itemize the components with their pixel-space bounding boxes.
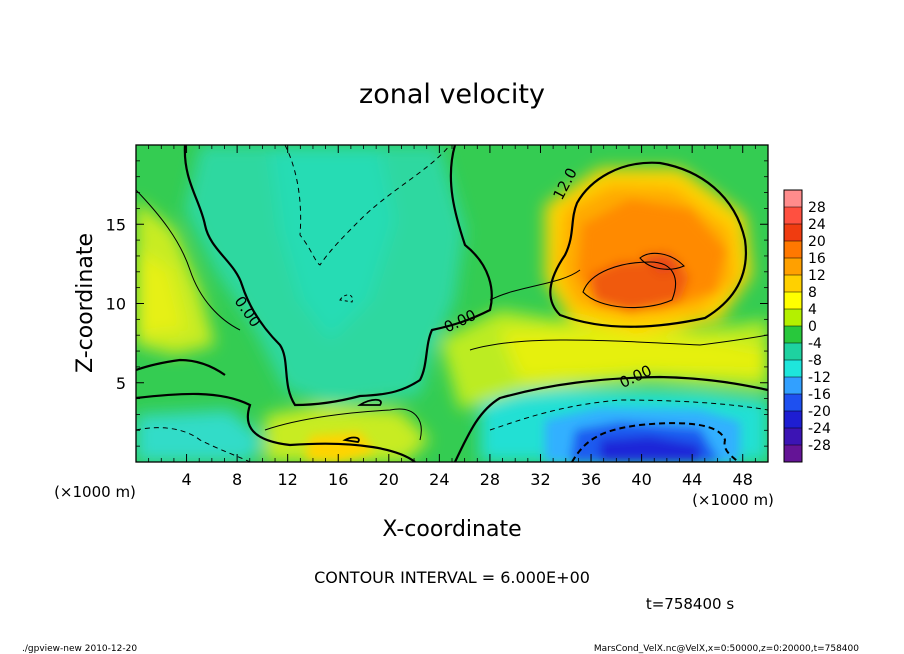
colorbar-segment bbox=[784, 275, 802, 293]
footer-left-text: ./gpview-new 2010-12-20 bbox=[22, 644, 137, 654]
colorbar-label: -28 bbox=[808, 438, 831, 454]
colorbar-label: -12 bbox=[808, 370, 831, 386]
colorbar-label: -16 bbox=[808, 387, 831, 403]
y-tick-label: 15 bbox=[106, 215, 126, 234]
colorbar-segment bbox=[784, 292, 802, 310]
colorbar-label: -8 bbox=[808, 353, 822, 369]
colorbar-label: -20 bbox=[808, 404, 831, 420]
colorbar-label: -24 bbox=[808, 421, 831, 437]
colorbar-segment bbox=[784, 190, 802, 208]
contour-interval-text: CONTOUR INTERVAL = 6.000E+00 bbox=[314, 568, 590, 587]
x-tick-label: 8 bbox=[232, 470, 242, 489]
colorbar-segment bbox=[784, 428, 802, 446]
colorbar-segment bbox=[784, 326, 802, 344]
colorbar-label: 24 bbox=[808, 217, 826, 233]
x-tick-label: 40 bbox=[631, 470, 651, 489]
x-tick-label: 32 bbox=[530, 470, 550, 489]
colorbar-label: 28 bbox=[808, 200, 826, 216]
x-tick-label: 36 bbox=[581, 470, 601, 489]
colorbar-segment bbox=[784, 207, 802, 225]
time-stamp-text: t=758400 s bbox=[646, 595, 734, 613]
x-tick-label: 20 bbox=[379, 470, 399, 489]
x-unit-label: (×1000 m) bbox=[692, 491, 774, 509]
y-unit-label: (×1000 m) bbox=[54, 483, 136, 501]
y-axis-label: Z-coordinate bbox=[73, 233, 98, 373]
colorbar-segment bbox=[784, 411, 802, 429]
colorbar-label: 16 bbox=[808, 251, 826, 267]
x-tick-label: 24 bbox=[429, 470, 449, 489]
colorbar-segment bbox=[784, 343, 802, 361]
colorbar-segment bbox=[784, 258, 802, 276]
x-tick-label: 28 bbox=[480, 470, 500, 489]
colorbar-label: 12 bbox=[808, 268, 826, 284]
colorbar-label: 4 bbox=[808, 302, 817, 318]
x-tick-label: 48 bbox=[733, 470, 753, 489]
colorbar-label: 0 bbox=[808, 319, 817, 335]
colorbar-segment bbox=[784, 360, 802, 378]
chart-title: zonal velocity bbox=[359, 79, 545, 110]
colorbar-segment bbox=[784, 241, 802, 259]
colorbar-segment bbox=[784, 309, 802, 327]
colorbar-label: 20 bbox=[808, 234, 826, 250]
colorbar-label: -4 bbox=[808, 336, 822, 352]
x-tick-label: 12 bbox=[278, 470, 298, 489]
x-tick-label: 16 bbox=[328, 470, 348, 489]
colorbar-segment bbox=[784, 445, 802, 463]
colorbar-label: 8 bbox=[808, 285, 817, 301]
x-tick-label: 44 bbox=[682, 470, 702, 489]
y-tick-label: 5 bbox=[116, 374, 126, 393]
colorbar-segment bbox=[784, 224, 802, 242]
contour-lines bbox=[136, 145, 768, 462]
footer-right-text: MarsCond_VelX.nc@VelX,x=0:50000,z=0:2000… bbox=[594, 644, 859, 654]
x-tick-label: 4 bbox=[181, 470, 191, 489]
y-tick-label: 10 bbox=[106, 295, 126, 314]
colorbar-segment bbox=[784, 377, 802, 395]
x-axis-label: X-coordinate bbox=[382, 517, 521, 542]
colorbar-segment bbox=[784, 394, 802, 412]
